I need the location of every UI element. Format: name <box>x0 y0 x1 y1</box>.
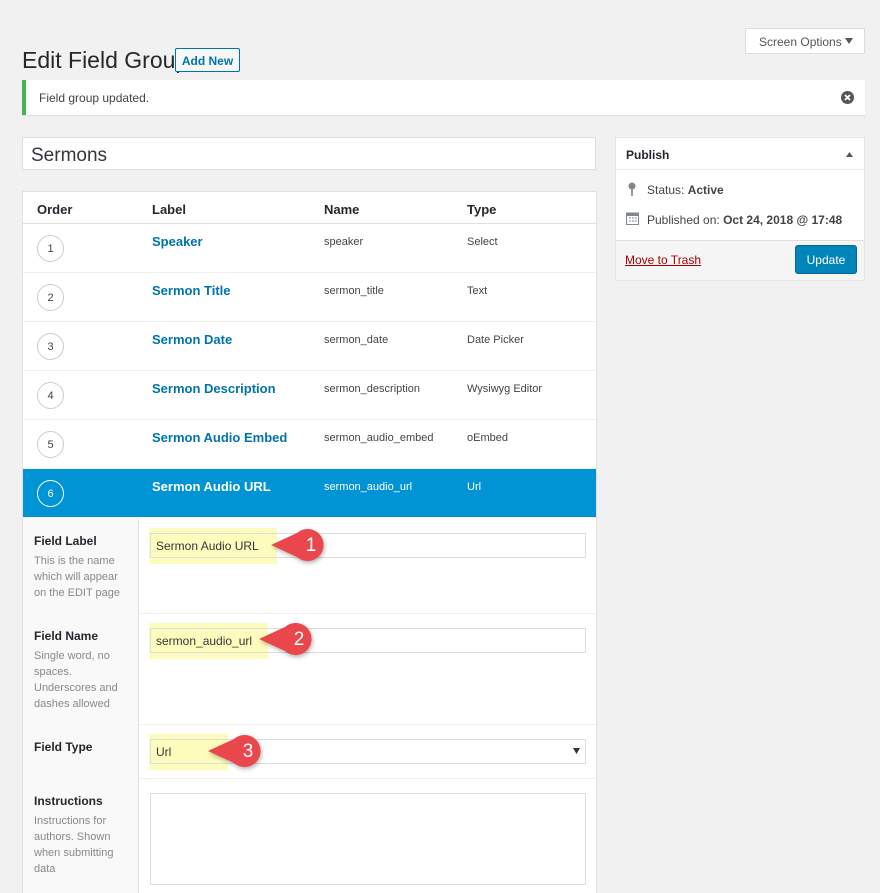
text-input[interactable]: Sermon Audio URL <box>150 533 586 558</box>
setting-label: Field Name <box>34 629 99 643</box>
text-input[interactable]: sermon_audio_url <box>150 628 586 653</box>
setting-description: This is the name which will appear on th… <box>34 555 121 599</box>
setting-label-cell <box>23 519 139 614</box>
callout-pointer <box>271 529 324 561</box>
field-row[interactable]: 5 Sermon Audio Embed sermon_audio_embed oEm… <box>23 420 596 469</box>
input-value: Url <box>156 745 172 759</box>
setting-row: Field Label This is the name which will a… <box>23 519 596 614</box>
order-circle: 1 <box>37 235 64 262</box>
screen-options-button[interactable]: Screen Options <box>745 28 865 54</box>
setting-label-cell <box>23 614 139 725</box>
publish-box: Publish Status: Active Published on: Oct 2… <box>615 137 865 281</box>
setting-row: Instructions Instructions for authors. Sh… <box>23 779 596 893</box>
setting-label-cell <box>23 725 139 779</box>
group-title-input[interactable]: Sermons <box>22 137 596 170</box>
field-row[interactable]: 6 Sermon Audio URL sermon_audio_url Url <box>23 469 596 518</box>
status-value: Active <box>687 183 724 197</box>
fields-table: Order Label Name Type 1 Speaker speaker Select 2… <box>22 191 597 893</box>
field-label-link[interactable]: Sermon Audio URL <box>152 479 271 494</box>
order-circle: 2 <box>37 284 64 311</box>
published-label: Published on: <box>647 213 720 227</box>
setting-row: Field Name Single word, no spaces. Unders… <box>23 614 596 725</box>
field-label-link[interactable]: Sermon Description <box>152 381 276 396</box>
update-button[interactable]: Update <box>795 245 857 274</box>
status-line: Status: Active <box>647 183 724 197</box>
field-type: Select <box>467 236 498 248</box>
field-type: Wysiwyg Editor <box>467 383 543 395</box>
setting-description: Instructions for authors. Shown when sub… <box>34 815 114 875</box>
input-value: sermon_audio_url <box>156 634 253 648</box>
callout-pointer <box>208 735 261 767</box>
setting-row: Field Type Url <box>23 725 596 779</box>
order-number: 1 <box>47 243 54 255</box>
publish-header <box>616 138 864 170</box>
field-name: sermon_description <box>324 383 420 395</box>
callout-number: 2 <box>293 629 305 650</box>
toggle-arrow <box>846 152 853 157</box>
column-header: Type <box>467 202 497 217</box>
page-title: Edit Field Group <box>22 47 189 73</box>
field-row[interactable]: 2 Sermon Title sermon_title Text <box>23 273 596 322</box>
move-to-trash-link[interactable]: Move to Trash <box>625 253 702 267</box>
select-input[interactable]: Url <box>150 739 586 764</box>
select-arrow <box>573 748 580 754</box>
publish-title: Publish <box>626 148 670 162</box>
field-type: Date Picker <box>467 334 524 346</box>
input-value: Sermon Audio URL <box>156 539 259 553</box>
field-name: sermon_audio_embed <box>324 432 434 444</box>
highlight <box>149 623 268 659</box>
order-number: 3 <box>47 341 54 353</box>
field-label-link[interactable]: Speaker <box>152 234 203 249</box>
textarea-input[interactable] <box>150 793 586 885</box>
setting-label: Field Label <box>34 534 97 548</box>
highlight <box>149 528 277 564</box>
setting-label: Field Type <box>34 740 93 754</box>
callout-pointer <box>259 623 312 655</box>
dropdown-arrow <box>845 38 853 44</box>
setting-label-cell <box>23 779 139 893</box>
field-label-link[interactable]: Sermon Date <box>152 332 233 347</box>
column-header: Order <box>37 202 73 217</box>
field-label-link[interactable]: Sermon Audio Embed <box>152 430 288 445</box>
order-circle: 5 <box>37 431 64 458</box>
screen-options-label: Screen Options <box>759 35 842 49</box>
field-label-link[interactable]: Sermon Title <box>152 283 231 298</box>
order-circle: 6 <box>37 480 64 507</box>
field-type: Url <box>467 481 482 493</box>
callout-number: 1 <box>305 535 317 556</box>
table-header <box>23 192 596 224</box>
order-circle: 3 <box>37 333 64 360</box>
add-new-button[interactable]: Add New <box>175 48 240 72</box>
calendar-icon <box>626 212 639 225</box>
field-name: sermon_audio_url <box>324 481 413 493</box>
status-label: Status: <box>647 183 685 197</box>
published-line: Published on: Oct 24, 2018 @ 17:48 <box>647 213 842 227</box>
order-number: 4 <box>47 390 54 402</box>
pin-icon <box>628 182 636 196</box>
column-header: Name <box>324 202 360 217</box>
order-number: 2 <box>47 292 54 304</box>
field-name: sermon_date <box>324 334 389 346</box>
field-row[interactable]: 3 Sermon Date sermon_date Date Picker <box>23 322 596 371</box>
dismiss-icon <box>841 91 854 104</box>
published-value: Oct 24, 2018 @ 17:48 <box>723 213 843 227</box>
field-row[interactable]: 1 Speaker speaker Select <box>23 224 596 273</box>
column-header: Label <box>152 202 186 217</box>
setting-label: Instructions <box>34 794 103 808</box>
field-row[interactable]: 4 Sermon Description sermon_description Wys… <box>23 371 596 420</box>
setting-description: Single word, no spaces. Underscores and … <box>34 650 118 710</box>
field-name: sermon_title <box>324 285 384 297</box>
order-number: 5 <box>47 439 54 451</box>
notice: Field group updated. <box>22 80 865 115</box>
field-type: oEmbed <box>467 432 508 444</box>
callout-number: 3 <box>242 741 254 762</box>
field-name: speaker <box>324 236 364 248</box>
order-circle: 4 <box>37 382 64 409</box>
notice-text: Field group updated. <box>39 91 150 105</box>
order-number: 6 <box>47 488 54 500</box>
field-type: Text <box>467 285 488 297</box>
